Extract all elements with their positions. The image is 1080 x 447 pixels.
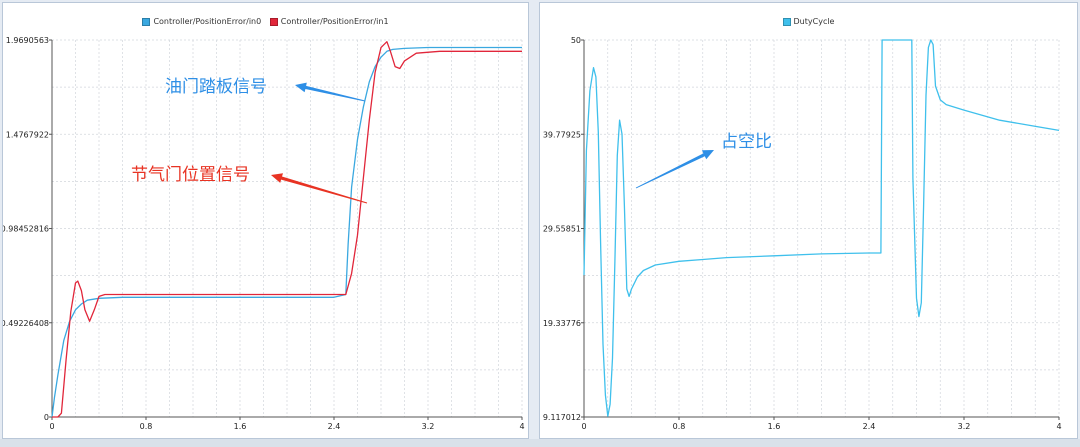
- legend-swatch-dutycycle: [782, 17, 791, 26]
- chart-panel-dutycycle: DutyCycle 0 0.8 1.6 2.4 3.2 4 9.117012 19.33776…: [539, 2, 1078, 439]
- legend-swatch-in1: [269, 17, 278, 26]
- x-tick-label: 4: [1056, 422, 1061, 431]
- y-tick-label: 9.117012: [543, 413, 581, 422]
- x-tick-label: 0.8: [140, 422, 153, 431]
- x-tick-label: 2.4: [863, 422, 876, 431]
- annotation-pedal-signal: 油门踏板信号: [165, 77, 267, 97]
- y-tick-label: 39.77925: [543, 130, 581, 139]
- x-tick-label: 0.8: [673, 422, 686, 431]
- legend: DutyCycle: [540, 17, 1077, 26]
- y-tick-label: 0.98452816: [3, 225, 49, 234]
- annotation-arrow-throttle: [271, 173, 368, 204]
- x-tick-label: 1.6: [234, 422, 247, 431]
- annotation-arrow-pedal: [295, 82, 366, 102]
- annotation-throttle-signal: 节气门位置信号: [131, 165, 250, 185]
- legend: Controller/PositionError/in0 Controller/…: [3, 17, 528, 26]
- grid: [51, 39, 523, 418]
- legend-item-in1[interactable]: Controller/PositionError/in1: [269, 17, 389, 26]
- y-tick-label: 29.55851: [543, 225, 581, 234]
- y-tick-label: 0.49226408: [3, 319, 49, 328]
- grid: [583, 39, 1060, 418]
- legend-label-in1: Controller/PositionError/in1: [280, 17, 389, 26]
- position-chart[interactable]: 0 0.8 1.6 2.4 3.2 4 0 0.49226408 0.98452816 1.476…: [3, 3, 530, 440]
- x-tick-label: 1.6: [768, 422, 781, 431]
- x-tick-label: 3.2: [958, 422, 971, 431]
- x-tick-label: 3.2: [422, 422, 435, 431]
- x-tick-label: 2.4: [328, 422, 341, 431]
- y-tick-label: 1.9690563: [6, 36, 49, 45]
- y-tick-label: 1.4767922: [6, 130, 49, 139]
- x-tick-label: 4: [519, 422, 524, 431]
- legend-label-dutycycle: DutyCycle: [793, 17, 835, 26]
- dutycycle-chart[interactable]: 0 0.8 1.6 2.4 3.2 4 9.117012 19.33776 29.55851 39…: [540, 3, 1079, 440]
- legend-item-dutycycle[interactable]: DutyCycle: [782, 17, 835, 26]
- legend-item-in0[interactable]: Controller/PositionError/in0: [142, 17, 261, 26]
- series-line-0: [583, 39, 1060, 417]
- chart-panel-position: Controller/PositionError/in0 Controller/…: [2, 2, 529, 439]
- legend-label-in0: Controller/PositionError/in0: [153, 17, 262, 26]
- status-strip: [0, 439, 1080, 447]
- y-tick-label: 50: [571, 36, 581, 45]
- legend-swatch-in0: [142, 17, 151, 26]
- x-tick-label: 0: [49, 422, 54, 431]
- x-tick-label: 0: [581, 422, 586, 431]
- annotation-arrow-duty: [635, 150, 714, 189]
- series-line-1: [52, 41, 522, 418]
- annotation-duty-cycle: 占空比: [721, 132, 772, 152]
- y-tick-label: 0: [44, 413, 49, 422]
- y-tick-label: 19.33776: [543, 319, 581, 328]
